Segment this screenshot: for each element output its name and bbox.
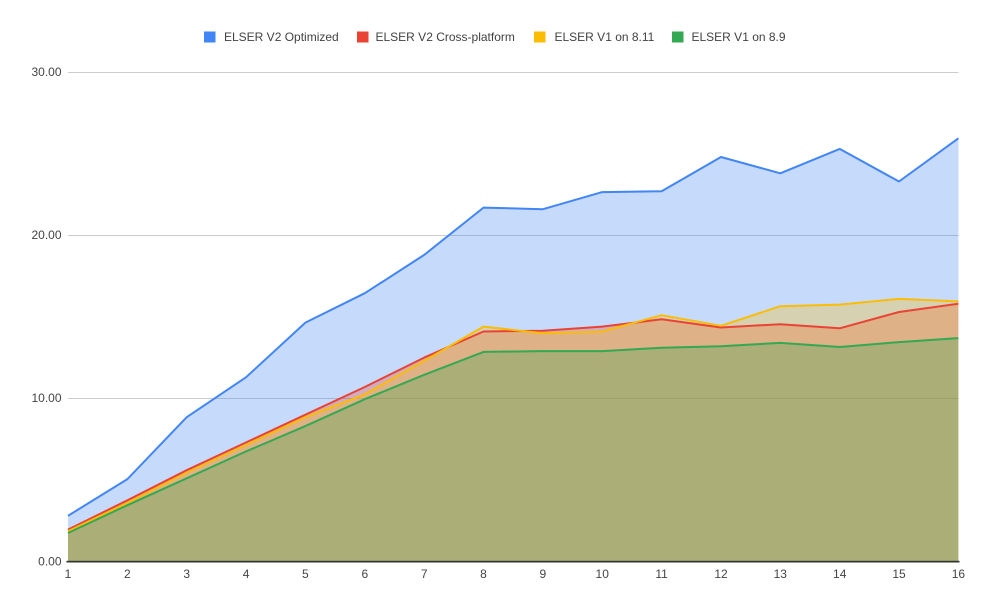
svg-text:16: 16 bbox=[952, 567, 966, 581]
svg-text:ELSER V2 Optimized: ELSER V2 Optimized bbox=[224, 30, 339, 44]
svg-text:2: 2 bbox=[124, 567, 131, 581]
svg-text:ELSER V1 on 8.11: ELSER V1 on 8.11 bbox=[555, 30, 655, 44]
svg-text:8: 8 bbox=[480, 567, 487, 581]
svg-text:10: 10 bbox=[596, 567, 610, 581]
svg-text:0.00: 0.00 bbox=[38, 554, 62, 568]
svg-text:6: 6 bbox=[361, 567, 368, 581]
svg-text:5: 5 bbox=[302, 567, 309, 581]
svg-text:20.00: 20.00 bbox=[31, 228, 61, 242]
svg-text:14: 14 bbox=[833, 567, 847, 581]
svg-text:ELSER V2 Cross-platform: ELSER V2 Cross-platform bbox=[376, 30, 515, 44]
svg-text:3: 3 bbox=[183, 567, 190, 581]
svg-text:13: 13 bbox=[774, 567, 788, 581]
svg-text:15: 15 bbox=[892, 567, 906, 581]
svg-text:10.00: 10.00 bbox=[31, 391, 61, 405]
svg-text:11: 11 bbox=[655, 567, 668, 581]
svg-text:1: 1 bbox=[65, 567, 72, 581]
svg-text:9: 9 bbox=[540, 567, 547, 581]
svg-text:ELSER V1 on 8.9: ELSER V1 on 8.9 bbox=[692, 30, 786, 44]
svg-text:12: 12 bbox=[714, 567, 728, 581]
svg-text:4: 4 bbox=[243, 567, 250, 581]
svg-text:30.00: 30.00 bbox=[31, 65, 61, 79]
svg-text:7: 7 bbox=[421, 567, 428, 581]
